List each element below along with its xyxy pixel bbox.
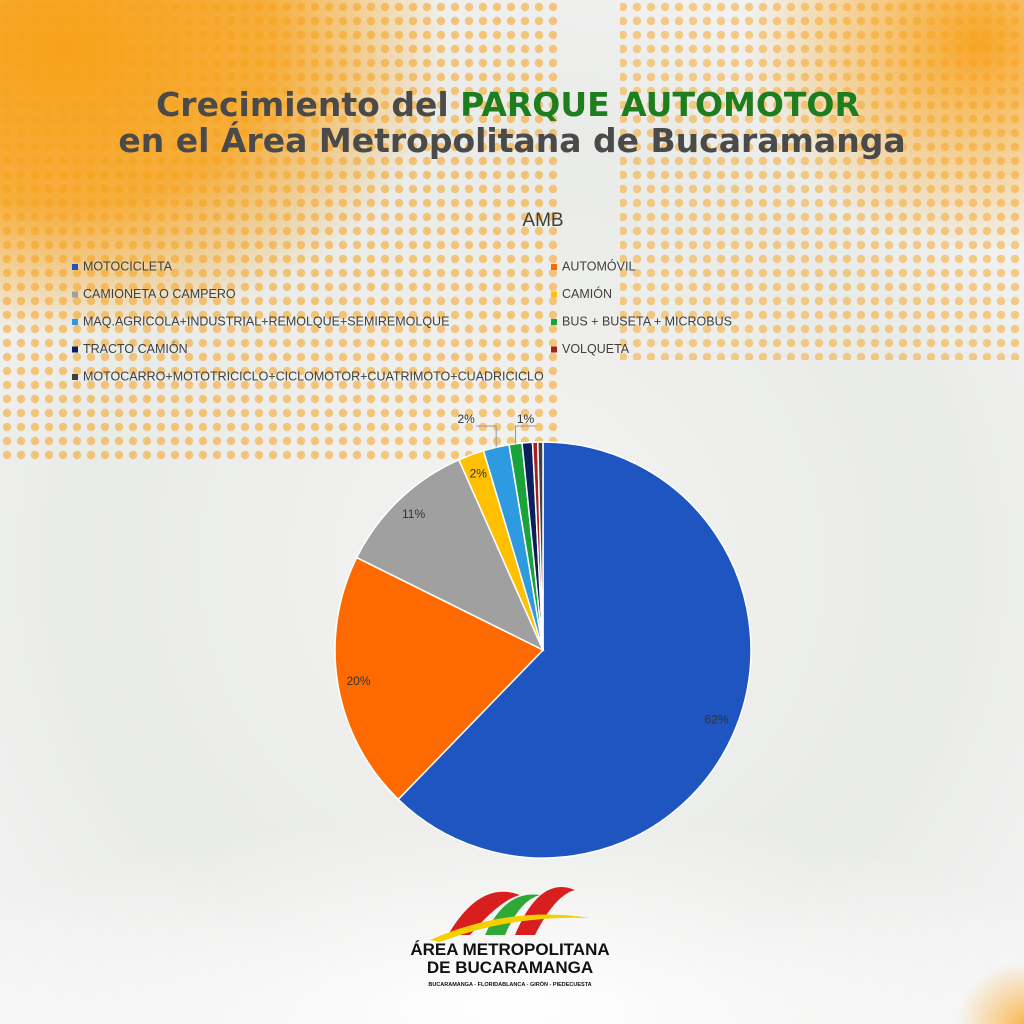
legend-swatch — [72, 264, 78, 270]
orange-glow — [0, 0, 640, 480]
legend-label: MAQ.AGRICOLA+INDUSTRIAL+REMOLQUE+SEMIREM… — [83, 314, 449, 328]
header-subtitle: en el Área Metropolitana de Bucaramanga — [118, 120, 905, 160]
legend-label: CAMIONETA O CAMPERO — [83, 287, 236, 301]
data-label: 2% — [470, 467, 488, 481]
legend-swatch — [72, 346, 78, 353]
legend-swatch — [551, 346, 557, 353]
data-label: 2% — [457, 412, 475, 426]
orange-glow — [560, 0, 1024, 420]
header-title: Crecimiento del PARQUE AUTOMOTOR — [156, 85, 860, 124]
legend-swatch — [72, 374, 78, 380]
pie-slice — [355, 458, 545, 652]
legend-swatch — [551, 264, 557, 270]
data-label: 62% — [704, 712, 728, 726]
data-label: 11% — [402, 507, 425, 521]
legend-label: MOTOCICLETA — [83, 259, 173, 273]
logo-arc — [448, 891, 520, 935]
logo-text: DE BUCARAMANGA — [427, 958, 593, 977]
leader-line — [515, 425, 536, 444]
legend-label: VOLQUETA — [562, 342, 630, 356]
legend-swatch — [551, 291, 557, 298]
legend-label: MOTOCARRO+MOTOTRICICLO+CICLOMOTOR+CUATRI… — [83, 369, 544, 383]
logo-arc — [515, 887, 575, 935]
pie-slice — [536, 441, 544, 651]
legend-label: AUTOMÓVIL — [562, 258, 635, 273]
data-label: 1% — [517, 412, 535, 426]
logo-text: BUCARAMANGA - FLORIDABLANCA - GIRÓN - PI… — [428, 980, 591, 988]
leader-line — [476, 425, 497, 448]
data-label: 20% — [346, 674, 370, 688]
legend-label: CAMIÓN — [562, 286, 612, 301]
logo-text: ÁREA METROPOLITANA — [410, 940, 609, 959]
pie-slice — [334, 556, 545, 801]
legend-swatch — [72, 319, 78, 325]
legend-swatch — [72, 291, 78, 298]
legend-label: BUS + BUSETA + MICROBUS — [562, 314, 732, 328]
logo-swoosh — [430, 914, 590, 942]
legend-swatch — [551, 319, 557, 325]
pie: 62% 20% 11% 2% 2% 1% — [334, 412, 752, 859]
logo: ÁREA METROPOLITANA DE BUCARAMANGA BUCARA… — [410, 887, 610, 988]
legend: MOTOCICLETA AUTOMÓVIL CAMIONETA O CAMPERO C… — [72, 258, 732, 383]
pie-slice — [397, 441, 752, 859]
chart-title: AMB — [522, 210, 563, 231]
legend-label: TRACTO CAMIÓN — [83, 341, 188, 356]
